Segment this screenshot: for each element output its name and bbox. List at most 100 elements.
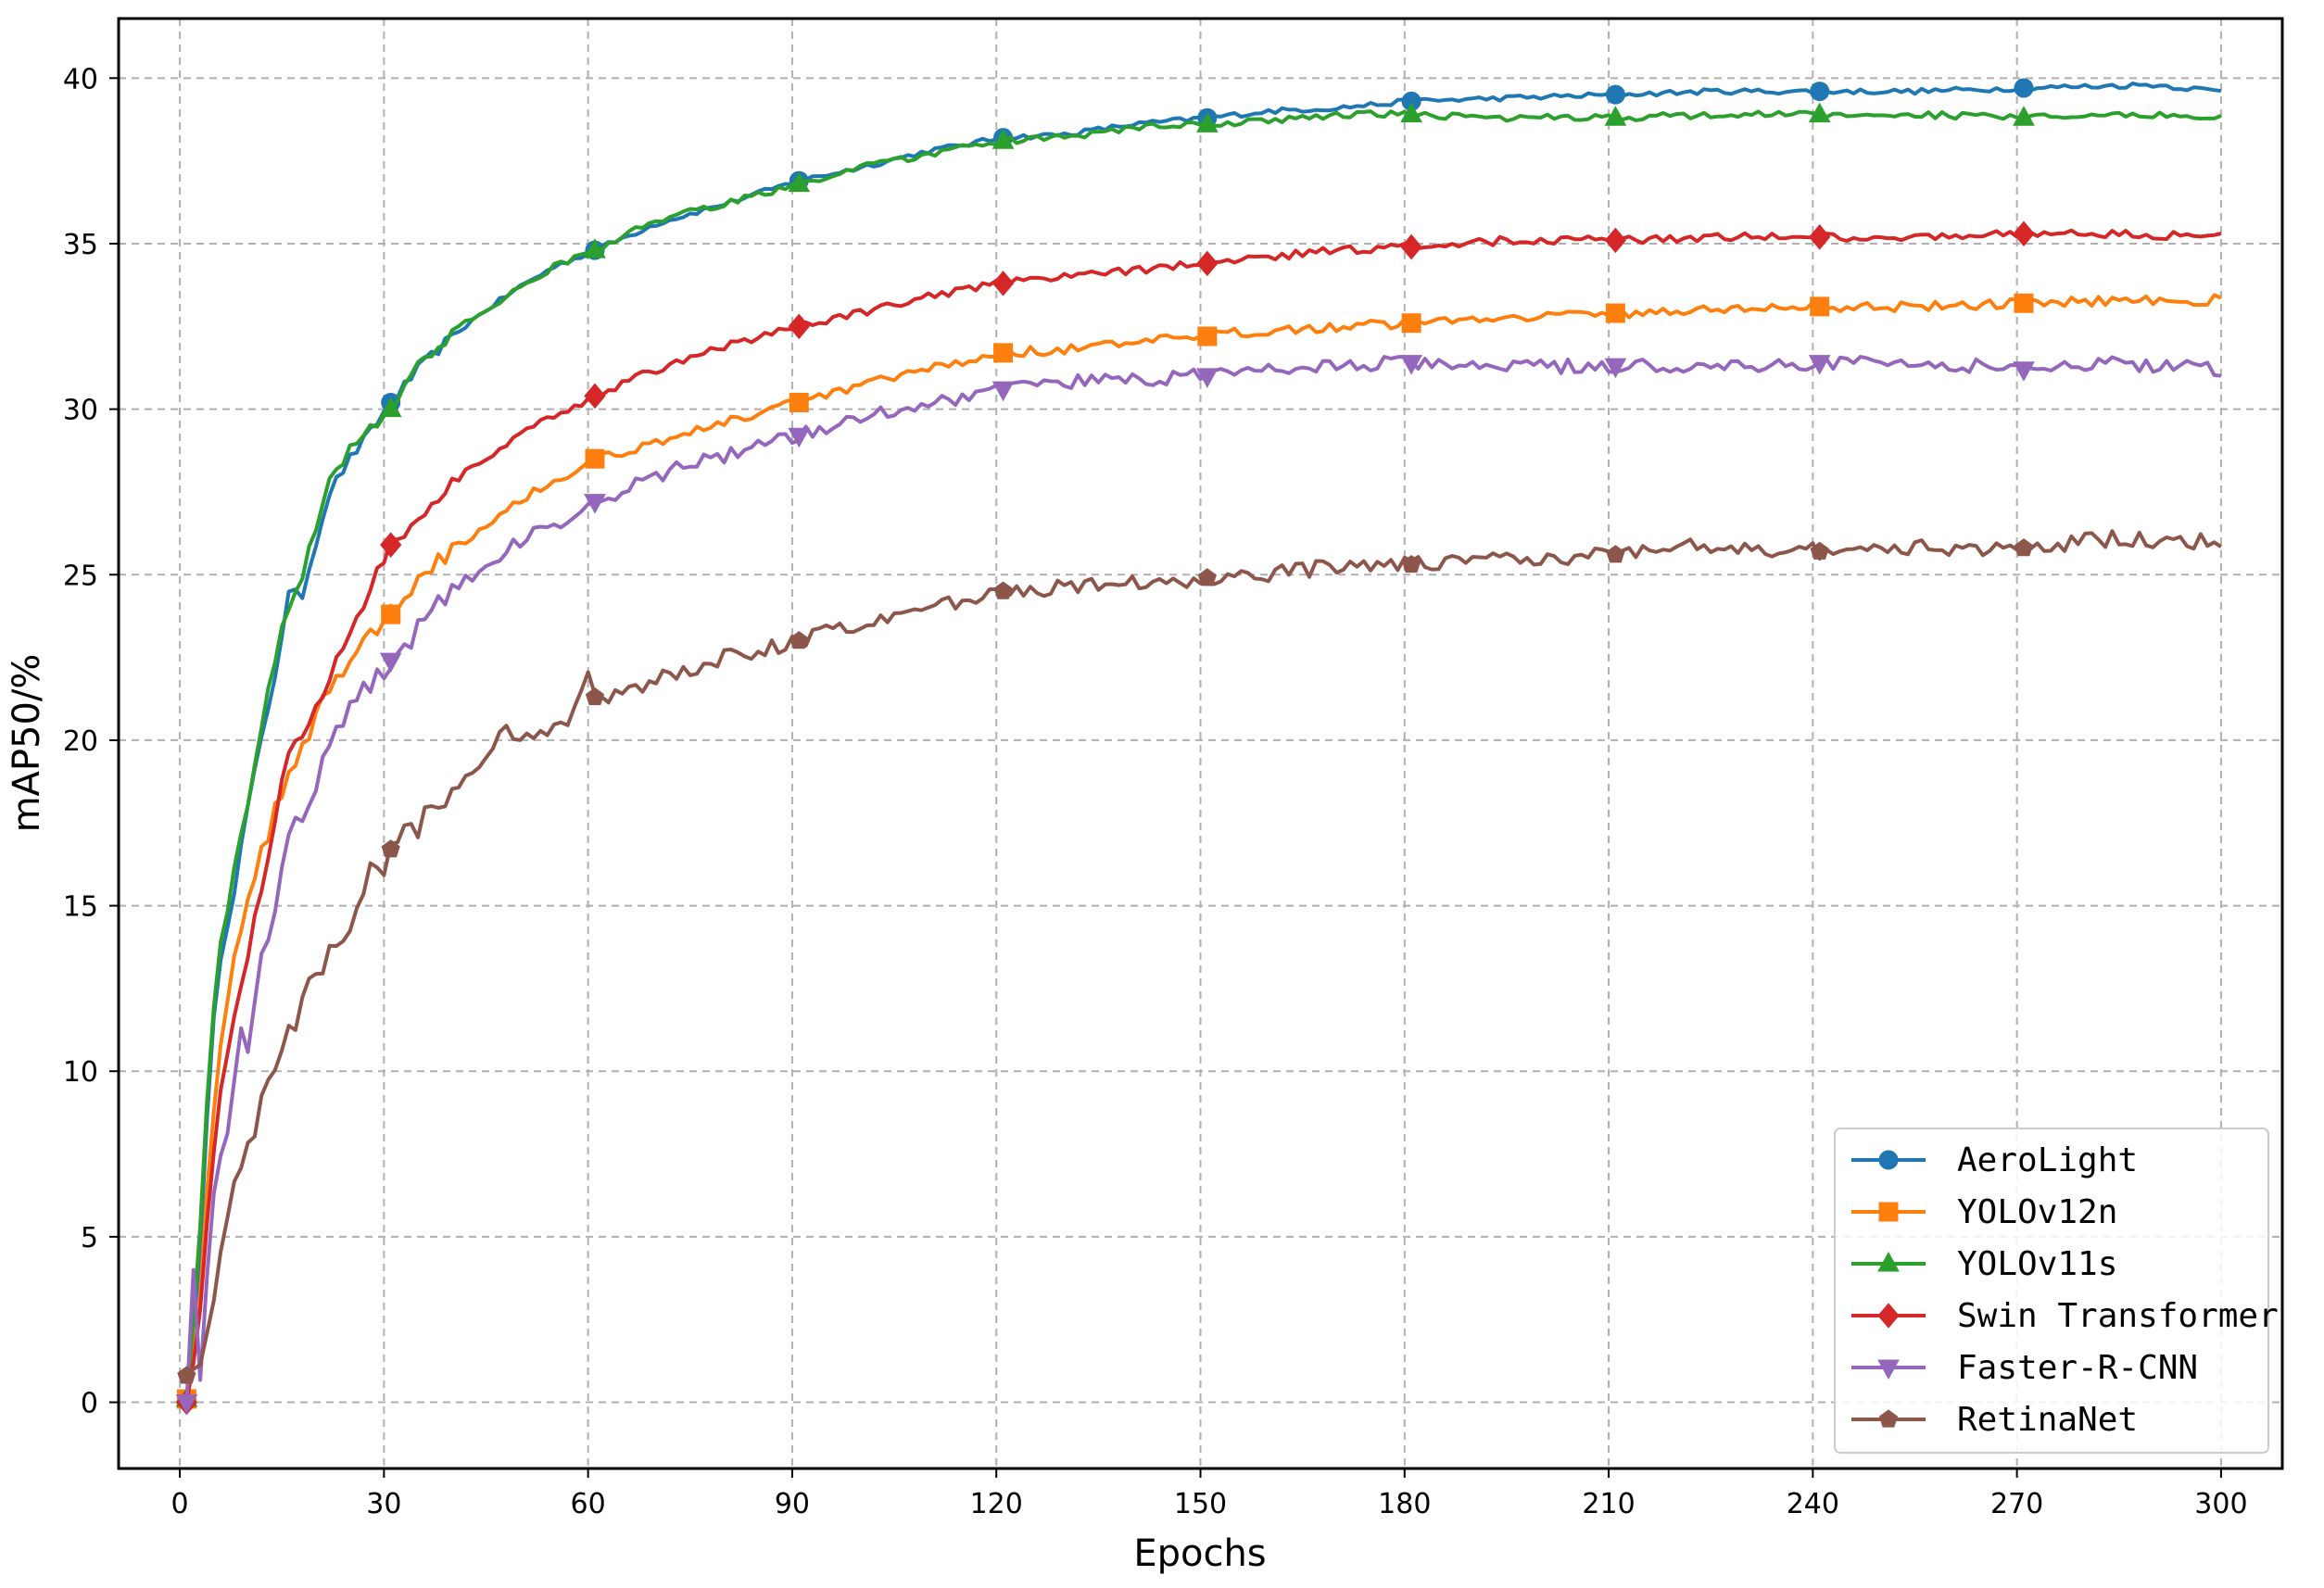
x-tick-label: 90: [775, 1488, 810, 1520]
data-point-marker: [2014, 293, 2034, 313]
legend-label: RetinaNet: [1957, 1401, 2138, 1439]
data-point-marker: [380, 532, 402, 558]
x-tick-label: 210: [1582, 1488, 1635, 1520]
data-point-marker: [1606, 545, 1625, 563]
data-point-marker: [1400, 233, 1422, 260]
x-axis-title: Epochs: [1133, 1532, 1266, 1575]
y-tick-label: 5: [81, 1222, 98, 1254]
data-point-marker: [2014, 538, 2034, 557]
series-faster-r-cnn: [175, 355, 2222, 1415]
legend-entry: Swin Transformer: [1851, 1297, 2279, 1335]
data-point-marker: [1196, 250, 1219, 277]
x-tick-label: 240: [1787, 1488, 1839, 1520]
legend-marker: [1877, 1303, 1900, 1329]
x-tick-label: 0: [171, 1488, 189, 1520]
legend-entry: YOLOv12n: [1851, 1193, 2117, 1231]
legend-label: YOLOv11s: [1957, 1245, 2117, 1283]
data-point-marker: [379, 397, 402, 418]
data-point-marker: [175, 1394, 198, 1415]
data-point-marker: [1195, 368, 1219, 388]
legend: AeroLight YOLOv12n YOLOv11s Swin Transforme…: [1834, 1128, 2279, 1454]
x-tick-label: 30: [366, 1488, 401, 1520]
data-point-marker: [585, 448, 605, 469]
x-axis-ticks: 0 30 60 90 120 150 180 210 240 270 300: [171, 1468, 2248, 1520]
data-point-marker: [993, 581, 1013, 599]
data-point-marker: [1400, 355, 1422, 375]
data-point-marker: [1604, 358, 1627, 379]
x-tick-label: 300: [2194, 1488, 2247, 1520]
data-point-marker: [2014, 78, 2034, 98]
data-point-marker: [991, 129, 1015, 149]
data-point-marker: [1810, 296, 1830, 317]
y-tick-label: 35: [63, 229, 98, 261]
data-point-marker: [1604, 106, 1627, 126]
x-tick-label: 60: [571, 1488, 606, 1520]
series-swin-transformer: [175, 221, 2222, 1416]
y-tick-label: 30: [63, 395, 98, 427]
data-point-marker: [1401, 313, 1421, 334]
data-point-marker: [991, 271, 1015, 296]
legend-marker: [1878, 1150, 1899, 1170]
series-retinanet: [177, 529, 2223, 1384]
y-tick-label: 15: [63, 891, 98, 924]
data-point-marker: [584, 383, 606, 410]
y-axis-ticks: 0 5 10 15 20 25 30 35 40: [63, 63, 119, 1420]
legend-label: Faster-R-CNN: [1957, 1349, 2198, 1387]
y-tick-label: 0: [81, 1388, 98, 1420]
y-tick-label: 25: [63, 560, 98, 592]
data-point-marker: [1400, 102, 1422, 123]
data-point-marker: [991, 381, 1015, 402]
legend-label: Swin Transformer: [1957, 1297, 2279, 1335]
x-tick-label: 180: [1378, 1488, 1431, 1520]
data-point-marker: [1810, 541, 1829, 560]
series-lines: [175, 78, 2223, 1416]
legend-entry: AeroLight: [1851, 1141, 2138, 1179]
legend-entry: YOLOv11s: [1851, 1245, 2117, 1283]
data-point-marker: [1197, 568, 1217, 586]
x-tick-label: 270: [1990, 1488, 2043, 1520]
data-point-marker: [1195, 112, 1219, 132]
legend-entry: RetinaNet: [1851, 1401, 2138, 1439]
data-point-marker: [1810, 82, 1830, 102]
legend-entry: Faster-R-CNN: [1851, 1349, 2198, 1387]
data-point-marker: [584, 494, 606, 514]
data-point-marker: [1402, 554, 1421, 573]
legend-label: AeroLight: [1957, 1141, 2138, 1179]
data-point-marker: [1808, 102, 1831, 123]
y-axis-title: mAP50/%: [6, 654, 48, 833]
data-point-marker: [1605, 84, 1625, 105]
data-point-marker: [789, 392, 809, 412]
y-tick-label: 20: [63, 725, 98, 758]
data-point-marker: [1809, 224, 1831, 250]
data-point-marker: [2013, 361, 2035, 382]
legend-box: [1834, 1128, 2269, 1454]
legend-marker: [1878, 1409, 1899, 1428]
data-point-marker: [177, 1366, 196, 1384]
data-point-marker: [584, 238, 606, 258]
x-tick-label: 150: [1174, 1488, 1227, 1520]
data-point-marker: [1197, 326, 1218, 347]
legend-marker: [1877, 1359, 1900, 1380]
data-point-marker: [381, 839, 400, 858]
legend-entries: AeroLight YOLOv12n YOLOv11s Swin Transforme…: [1851, 1141, 2279, 1439]
legend-marker: [1878, 1202, 1899, 1222]
data-point-marker: [788, 313, 810, 340]
y-tick-label: 40: [63, 63, 98, 95]
data-point-marker: [2013, 221, 2035, 247]
data-point-marker: [788, 427, 811, 448]
y-tick-label: 10: [63, 1056, 98, 1089]
data-point-marker: [789, 631, 809, 649]
legend-label: YOLOv12n: [1957, 1193, 2117, 1231]
legend-marker: [1877, 1251, 1900, 1272]
data-point-marker: [1808, 355, 1831, 375]
data-point-marker: [788, 171, 811, 193]
data-point-marker: [585, 687, 605, 706]
data-point-marker: [1605, 303, 1625, 323]
x-tick-label: 120: [970, 1488, 1023, 1520]
data-point-marker: [1604, 227, 1627, 254]
data-point-marker: [993, 343, 1014, 363]
data-point-marker: [2013, 106, 2035, 126]
data-point-marker: [381, 604, 401, 624]
